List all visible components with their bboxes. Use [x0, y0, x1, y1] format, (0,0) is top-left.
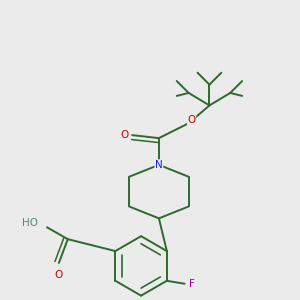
Text: O: O	[121, 130, 129, 140]
Text: O: O	[188, 115, 196, 125]
Text: N: N	[155, 160, 163, 170]
Text: HO: HO	[22, 218, 38, 228]
Text: F: F	[189, 279, 195, 289]
Text: O: O	[55, 270, 63, 280]
